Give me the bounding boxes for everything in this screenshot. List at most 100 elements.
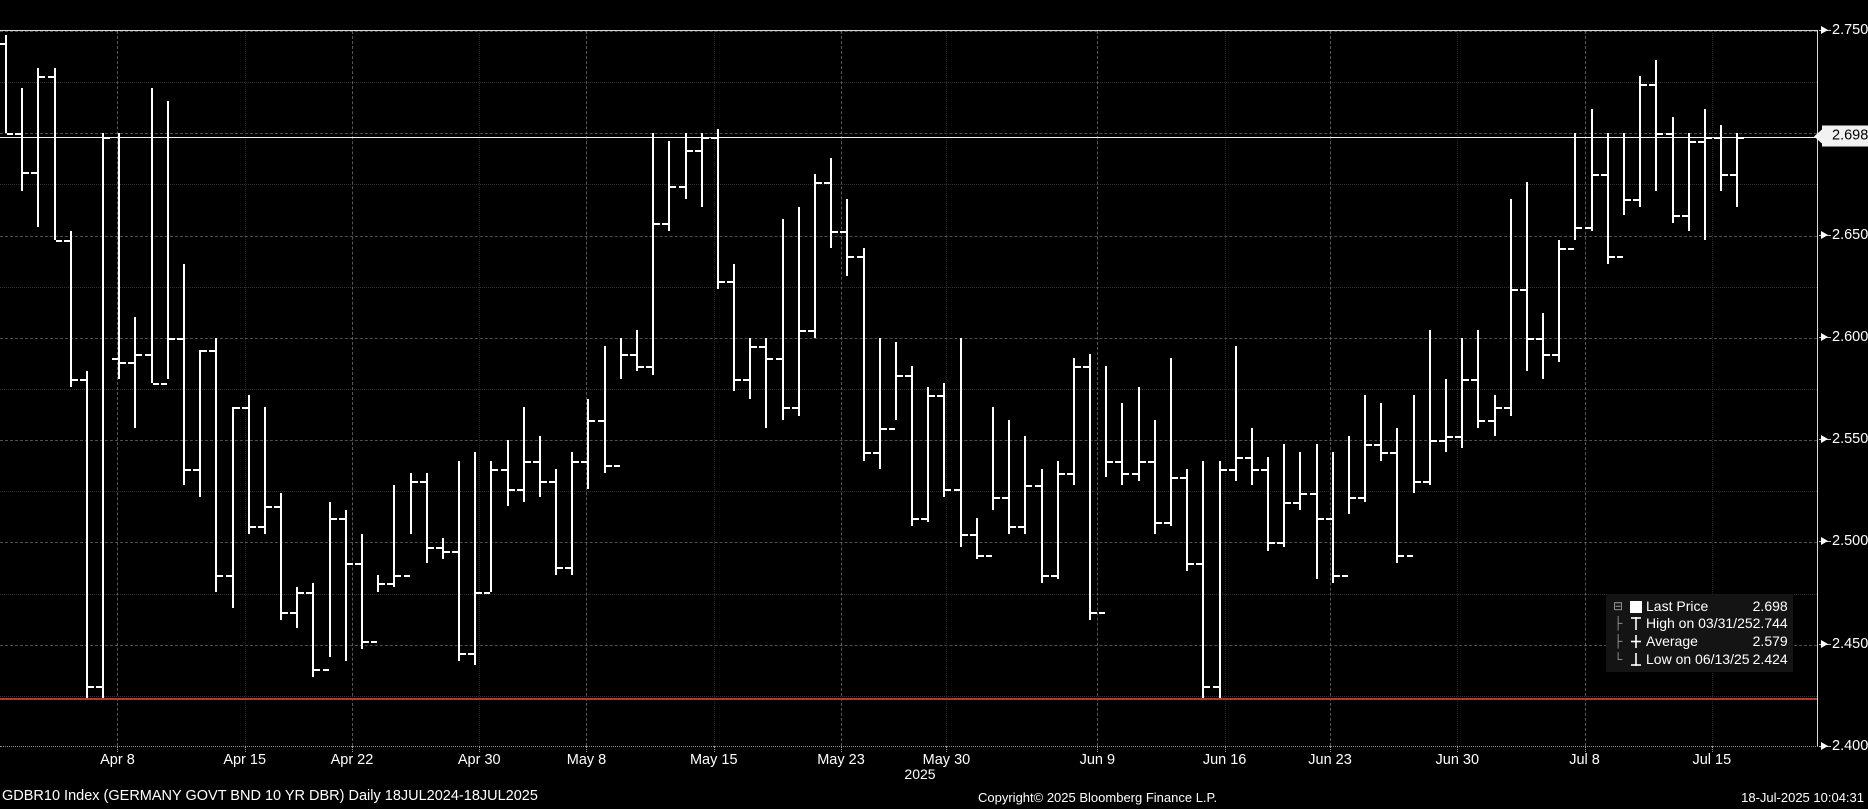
date-axis-label: May 23	[817, 752, 865, 768]
legend-swatch-icon	[1626, 598, 1646, 614]
ohlc-high-low	[37, 67, 40, 228]
ohlc-high-low	[393, 485, 396, 588]
vertical-gridline	[1224, 31, 1226, 746]
ohlc-close-tick	[540, 481, 547, 484]
price-axis-arrow-icon	[1821, 26, 1828, 34]
ohlc-high-low	[1655, 59, 1658, 191]
date-axis-tick	[1584, 746, 1586, 752]
ohlc-high-low	[1137, 386, 1140, 482]
ohlc-high-low	[1623, 133, 1626, 216]
vertical-gridline	[479, 31, 481, 746]
ohlc-close-tick	[1414, 481, 1421, 484]
legend-tree-toggle-icon[interactable]: ├	[1613, 616, 1623, 631]
ohlc-high-low	[85, 370, 88, 698]
ohlc-open-tick	[1633, 198, 1640, 201]
date-axis-label: May 15	[689, 752, 738, 768]
ohlc-open-tick	[128, 362, 135, 365]
ohlc-open-tick	[1131, 472, 1138, 475]
ohlc-open-tick	[1471, 378, 1478, 381]
ohlc-high-low	[571, 452, 574, 576]
ohlc-open-tick	[225, 575, 232, 578]
ohlc-open-tick	[1115, 460, 1122, 463]
ohlc-open-tick	[516, 489, 523, 492]
legend-row[interactable]: └ Low on 06/13/25 2.424	[1610, 650, 1788, 668]
horizontal-gridline	[0, 337, 1817, 339]
ohlc-close-tick	[1382, 452, 1389, 455]
ohlc-high-low	[1509, 198, 1512, 416]
ohlc-high-low	[668, 141, 671, 232]
ohlc-high-low	[522, 407, 525, 502]
ohlc-open-tick	[1730, 174, 1737, 177]
legend-table: ⊟ Last Price 2.698 ├ High on 03/31/25 2.744 ├ A…	[1610, 598, 1788, 668]
ohlc-close-tick	[6, 133, 13, 136]
ohlc-open-tick	[1244, 456, 1251, 459]
legend-tree-toggle-icon[interactable]: ├	[1613, 633, 1623, 648]
date-axis-label: May 8	[566, 752, 607, 768]
ohlc-close-tick	[1349, 497, 1356, 500]
ohlc-close-tick	[557, 566, 564, 569]
chart-legend[interactable]: ⊟ Last Price 2.698 ├ High on 03/31/25 2.744 ├ A…	[1606, 594, 1793, 672]
ohlc-high-low	[53, 67, 56, 240]
ohlc-high-low	[555, 468, 558, 576]
ohlc-close-tick	[330, 517, 337, 520]
ohlc-close-tick	[1026, 485, 1033, 488]
ohlc-open-tick	[1018, 526, 1025, 529]
ohlc-close-tick	[1058, 472, 1065, 475]
ohlc-open-tick	[15, 133, 22, 136]
ohlc-open-tick	[1697, 141, 1704, 144]
date-axis-label: Jul 8	[1569, 752, 1600, 768]
legend-row[interactable]: ├ Average 2.579	[1610, 632, 1788, 650]
ohlc-close-tick	[1317, 517, 1324, 520]
legend-tree-toggle-icon[interactable]: ⊟	[1612, 599, 1624, 614]
ohlc-open-tick	[840, 231, 847, 234]
ohlc-high-low	[1687, 133, 1690, 232]
legend-row[interactable]: ├ High on 03/31/25 2.744	[1610, 614, 1788, 632]
ohlc-open-tick	[743, 378, 750, 381]
vertical-gridline	[351, 31, 353, 746]
ohlc-high-low	[538, 436, 541, 498]
ohlc-high-low	[1121, 403, 1124, 486]
ohlc-open-tick	[241, 407, 248, 410]
ohlc-high-low	[975, 517, 978, 559]
ohlc-open-tick	[1261, 468, 1268, 471]
ohlc-high-low	[1542, 313, 1545, 379]
ohlc-high-low	[830, 157, 833, 248]
date-axis-tick	[946, 746, 948, 752]
ohlc-high-low	[1331, 452, 1334, 584]
ohlc-close-tick	[896, 374, 903, 377]
date-axis-label: Jun 9	[1079, 752, 1116, 768]
ohlc-open-tick	[435, 546, 442, 549]
legend-label: Last Price	[1646, 598, 1709, 615]
ohlc-open-tick	[549, 481, 556, 484]
ohlc-high-low	[1461, 337, 1464, 449]
legend-value: 2.698	[1752, 598, 1788, 615]
ohlc-high-low	[1072, 358, 1075, 486]
date-axis-tick	[1330, 746, 1332, 752]
ohlc-open-tick	[1277, 542, 1284, 545]
price-axis-arrow-icon	[1821, 435, 1828, 444]
legend-tree-toggle-icon[interactable]: └	[1613, 651, 1623, 666]
ohlc-open-tick	[694, 149, 701, 152]
chart-plot-frame	[0, 30, 1818, 746]
ohlc-close-tick	[783, 407, 790, 410]
ohlc-high-low	[69, 231, 72, 387]
legend-label: Average	[1646, 632, 1698, 649]
ohlc-high-low	[199, 350, 202, 498]
ohlc-high-low	[1396, 427, 1399, 563]
date-axis: Apr 8 Apr 15 Apr 22 Apr 30 May 8 May 15 May 23…	[0, 746, 1818, 770]
price-axis-label: 2.400	[1832, 737, 1868, 754]
legend-row[interactable]: ⊟ Last Price 2.698	[1610, 598, 1788, 614]
ohlc-close-tick	[1123, 472, 1130, 475]
ohlc-high-low	[231, 407, 234, 608]
chart-plot-area[interactable]	[0, 31, 1817, 746]
ohlc-close-tick	[816, 182, 822, 185]
ohlc-high-low	[1412, 395, 1415, 494]
ohlc-high-low	[1024, 436, 1027, 535]
ohlc-close-tick	[573, 460, 580, 463]
ohlc-close-tick	[945, 489, 952, 492]
ohlc-close-tick	[201, 350, 208, 353]
ohlc-open-tick	[985, 554, 992, 557]
ohlc-open-tick	[209, 350, 216, 353]
horizontal-gridline	[0, 31, 1817, 32]
ohlc-close-tick	[1657, 133, 1664, 136]
